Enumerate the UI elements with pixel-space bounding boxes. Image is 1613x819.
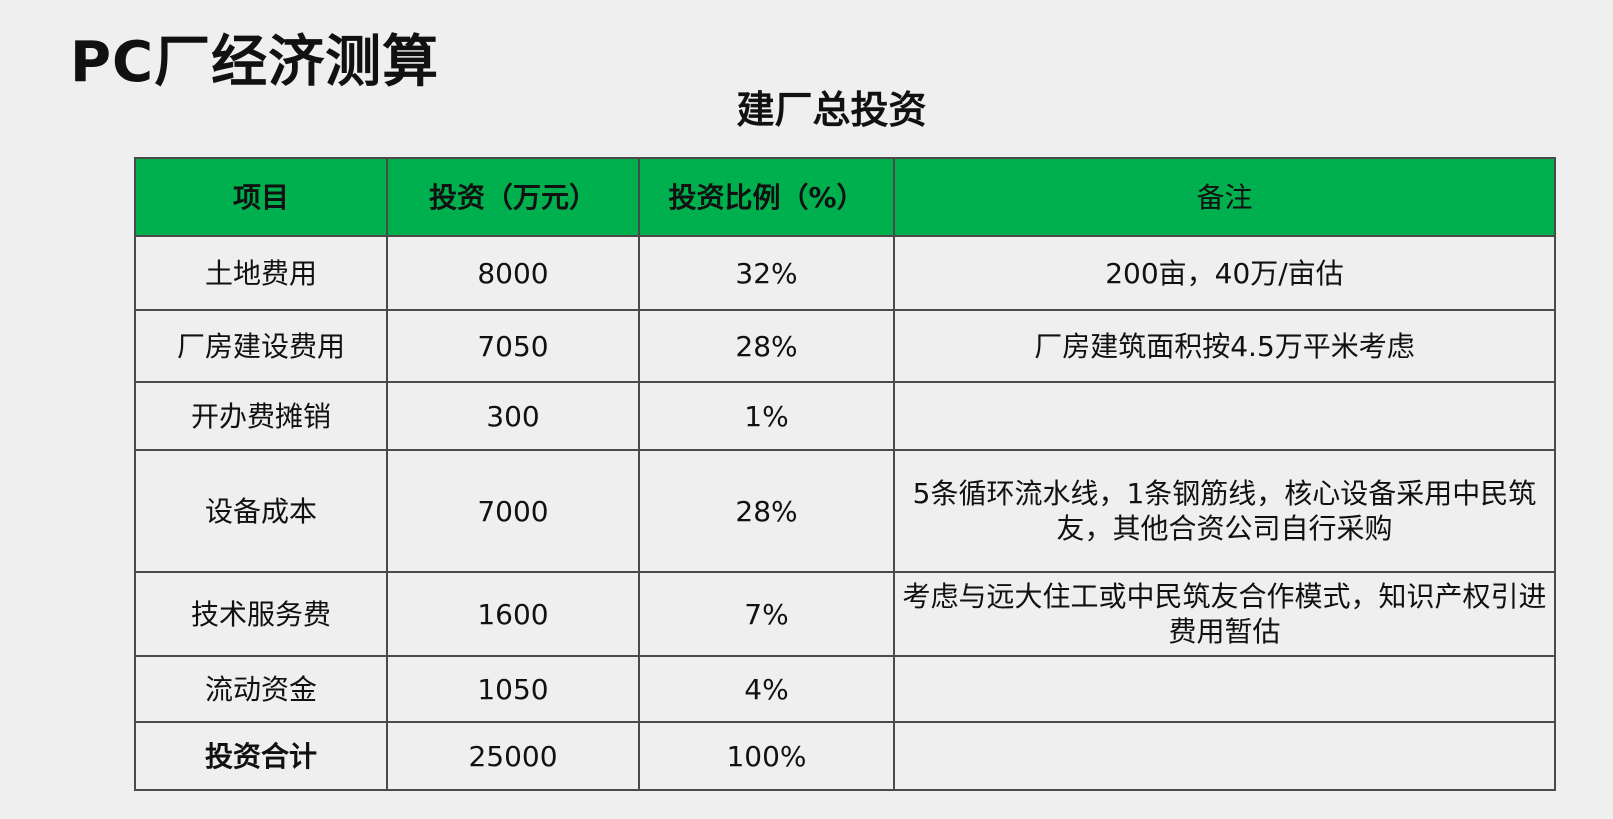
header-ratio: 投资比例（%） xyxy=(638,157,895,237)
cell-ratio: 32% xyxy=(638,235,895,311)
cell-investment: 1050 xyxy=(386,655,640,723)
cell-note: 厂房建筑面积按4.5万平米考虑 xyxy=(893,309,1556,383)
cell-note: 200亩，40万/亩估 xyxy=(893,235,1556,311)
table-row: 开办费摊销 300 1% xyxy=(134,381,1556,451)
cell-investment: 7000 xyxy=(386,449,640,573)
cell-ratio: 7% xyxy=(638,571,895,657)
cell-item: 技术服务费 xyxy=(134,571,388,657)
table-total-row: 投资合计 25000 100% xyxy=(134,721,1556,791)
cell-note: 考虑与远大住工或中民筑友合作模式，知识产权引进费用暂估 xyxy=(893,571,1556,657)
cell-total-ratio: 100% xyxy=(638,721,895,791)
page-title: PC厂经济测算 xyxy=(70,30,440,95)
table-row: 技术服务费 1600 7% 考虑与远大住工或中民筑友合作模式，知识产权引进费用暂… xyxy=(134,571,1556,657)
cell-total-item: 投资合计 xyxy=(134,721,388,791)
cell-item: 设备成本 xyxy=(134,449,388,573)
cell-investment: 1600 xyxy=(386,571,640,657)
cell-note xyxy=(893,655,1556,723)
cell-total-investment: 25000 xyxy=(386,721,640,791)
table-header-row: 项目 投资（万元） 投资比例（%） 备注 xyxy=(134,157,1556,237)
cell-investment: 7050 xyxy=(386,309,640,383)
cell-ratio: 28% xyxy=(638,309,895,383)
cell-ratio: 28% xyxy=(638,449,895,573)
table-row: 土地费用 8000 32% 200亩，40万/亩估 xyxy=(134,235,1556,311)
table-title: 建厂总投资 xyxy=(736,88,927,132)
cell-item: 开办费摊销 xyxy=(134,381,388,451)
cell-ratio: 4% xyxy=(638,655,895,723)
cell-investment: 8000 xyxy=(386,235,640,311)
cell-item: 厂房建设费用 xyxy=(134,309,388,383)
header-note: 备注 xyxy=(893,157,1556,237)
investment-table: 项目 投资（万元） 投资比例（%） 备注 土地费用 8000 32% 200亩，… xyxy=(134,157,1556,791)
cell-investment: 300 xyxy=(386,381,640,451)
cell-ratio: 1% xyxy=(638,381,895,451)
table-row: 流动资金 1050 4% xyxy=(134,655,1556,723)
header-investment: 投资（万元） xyxy=(386,157,640,237)
cell-note xyxy=(893,381,1556,451)
cell-total-note xyxy=(893,721,1556,791)
table-row: 厂房建设费用 7050 28% 厂房建筑面积按4.5万平米考虑 xyxy=(134,309,1556,383)
cell-item: 土地费用 xyxy=(134,235,388,311)
cell-note: 5条循环流水线，1条钢筋线，核心设备采用中民筑友，其他合资公司自行采购 xyxy=(893,449,1556,573)
table-row: 设备成本 7000 28% 5条循环流水线，1条钢筋线，核心设备采用中民筑友，其… xyxy=(134,449,1556,573)
header-item: 项目 xyxy=(134,157,388,237)
cell-item: 流动资金 xyxy=(134,655,388,723)
